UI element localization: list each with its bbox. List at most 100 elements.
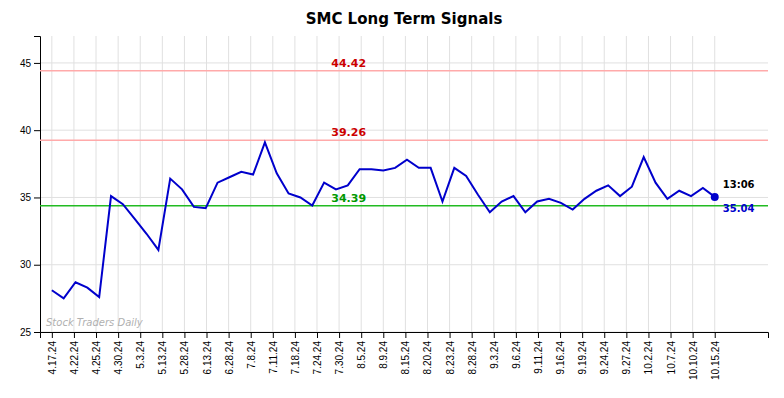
x-tick-mark [295,332,296,338]
x-tick: 4.22.24 [69,332,80,374]
x-tick-mark [162,332,163,338]
x-tick-label: 9.11.24 [533,341,544,374]
grid-line [40,197,768,198]
x-tick-label: 9.24.24 [599,341,610,375]
reference-line [40,70,768,72]
grid-line [405,36,406,332]
x-axis-line [41,333,769,339]
grid-line [427,36,428,332]
x-tick-mark [715,332,716,338]
annotations: 34.3939.2644.4213:0635.04Stock Traders D… [46,57,755,328]
x-tick-mark [184,332,185,338]
grid-line [228,36,229,332]
x-tick: 8.5.24 [356,332,367,369]
grid-line [714,36,715,332]
x-axis: 4.17.244.22.244.25.244.30.245.3.245.13.2… [41,332,769,380]
y-tick: 30 [20,259,40,270]
x-tick: 4.17.24 [47,332,58,374]
x-tick-mark [671,332,672,338]
reference-label: 44.42 [331,57,366,70]
title: SMC Long Term Signals [306,10,503,28]
x-tick-label: 6.13.24 [202,341,213,375]
grid-line [40,62,768,63]
x-tick-label: 9.27.24 [621,341,632,375]
grid-line [206,36,207,332]
x-tick: 6.13.24 [202,332,213,374]
x-tick-label: 5.28.24 [179,341,190,375]
x-tick-label: 10.2.24 [643,341,654,375]
x-tick-label: 8.15.24 [400,341,411,375]
x-tick-mark [494,332,495,338]
endpoint-dot [711,193,719,201]
x-tick-mark [229,332,230,338]
y-tick: 45 [20,58,40,69]
x-tick-mark [273,332,274,338]
x-tick: 7.24.24 [312,332,323,374]
x-tick-mark [207,332,208,338]
x-tick-label: 7.18.24 [290,341,301,375]
x-tick-mark [140,332,141,338]
x-tick: 9.3.24 [489,332,500,369]
grid-line [118,36,119,332]
y-tick-label: 25 [20,327,32,338]
x-tick: 5.3.24 [135,332,146,369]
x-tick-mark [560,332,561,338]
price-line [52,142,715,298]
grid [40,36,768,332]
x-tick-label: 7.24.24 [312,341,323,375]
x-tick-mark [405,332,406,338]
grid-line [40,264,768,265]
x-tick: 8.15.24 [400,332,411,374]
x-tick: 9.24.24 [599,332,610,374]
grid-line [162,36,163,332]
grid-line [73,36,74,332]
x-tick-mark [96,332,97,338]
grid-line [515,36,516,332]
grid-line [272,36,273,332]
watermark: Stock Traders Daily [46,317,144,328]
grid-line [493,36,494,332]
x-tick-label: 8.20.24 [422,341,433,375]
x-tick-label: 4.30.24 [113,341,124,375]
x-tick: 9.19.24 [577,332,588,374]
x-tick: 9.11.24 [533,332,544,374]
x-tick-mark [251,332,252,338]
grid-line [140,36,141,332]
x-tick-mark [450,332,451,338]
x-tick-mark [383,332,384,338]
x-tick-label: 9.16.24 [555,341,566,375]
x-tick-label: 10.10.24 [688,341,699,380]
x-tick: 6.28.24 [224,332,235,374]
x-tick-mark [52,332,53,338]
x-tick-label: 9.19.24 [577,341,588,375]
y-tick: 35 [20,192,40,203]
x-tick-label: 4.22.24 [69,341,80,375]
y-tick-label: 30 [20,259,32,270]
grid-line [40,130,768,131]
grid-line [560,36,561,332]
endpoint-annotation: 13:06 [723,179,755,190]
grid-line [316,36,317,332]
x-tick-label: 6.28.24 [224,341,235,375]
x-tick: 7.11.24 [268,332,279,374]
x-tick: 10.2.24 [643,332,654,374]
marks [40,71,768,299]
grid-line [51,36,52,332]
reference-label: 39.26 [331,126,366,139]
y-tick-mark [34,197,40,198]
x-tick: 7.30.24 [334,332,345,374]
y-tick-mark [34,130,40,131]
y-axis-line [34,37,41,333]
x-tick-mark [472,332,473,338]
grid-line [648,36,649,332]
x-tick: 8.23.24 [445,332,456,374]
grid-line [361,36,362,332]
y-tick-label: 45 [20,58,32,69]
x-tick-label: 7.11.24 [268,341,279,374]
reference-label: 34.39 [331,192,366,205]
x-tick-mark [317,332,318,338]
grid-line [383,36,384,332]
x-tick-label: 8.28.24 [467,341,478,375]
plot: 25303540454.17.244.22.244.25.244.30.245.… [20,36,769,380]
x-tick-label: 4.25.24 [91,341,102,375]
